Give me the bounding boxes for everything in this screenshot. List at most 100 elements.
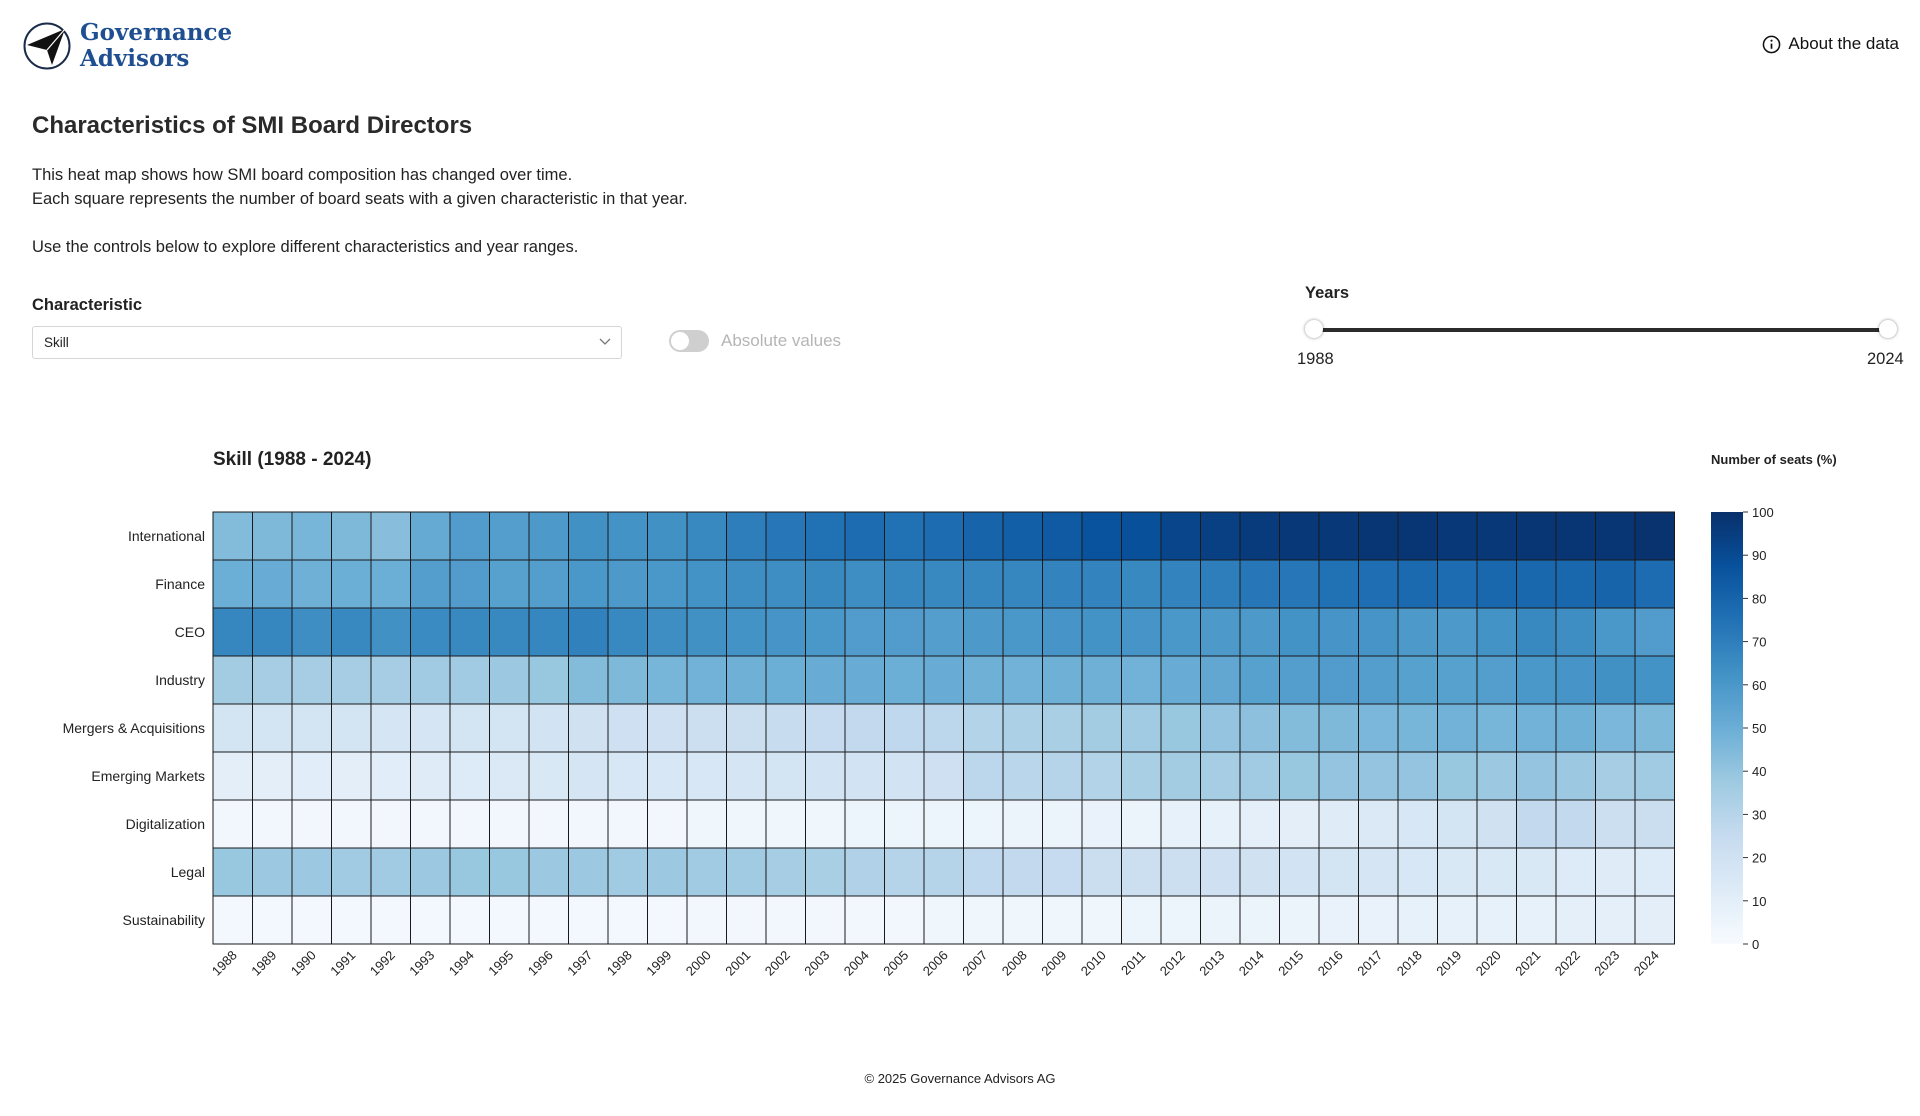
heatmap-cell: Legal 2024: 13 (1634, 847, 1675, 897)
heatmap-cell: International 2003: 75 (805, 511, 846, 561)
y-tick-label: International (128, 528, 205, 544)
heatmap-cell: Digitalization 1996: 3 (528, 799, 569, 849)
heatmap-cell: International 1997: 63 (568, 511, 609, 561)
description-line-2: Each square represents the number of boa… (32, 190, 688, 208)
x-tick-label: 2016 (1315, 948, 1346, 979)
heatmap-cell: International 2022: 98 (1555, 511, 1596, 561)
about-the-data-link[interactable]: About the data (1762, 34, 1899, 54)
y-tick-label: Mergers & Acquisitions (63, 720, 205, 736)
heatmap-cell: Legal 1996: 38 (528, 847, 569, 897)
heatmap-cell: Emerging Markets 2012: 36 (1160, 751, 1201, 801)
heatmap-cell: Emerging Markets 2019: 39 (1437, 751, 1478, 801)
heatmap-cell: Mergers & Acquisitions 2024: 45 (1634, 703, 1675, 753)
heatmap-cell: International 2021: 98 (1516, 511, 1557, 561)
year-start-handle[interactable] (1305, 320, 1323, 338)
heatmap-cell: Legal 1999: 38 (647, 847, 688, 897)
chevron-down-icon (599, 338, 611, 345)
heatmap-cell: Digitalization 2013: 8 (1200, 799, 1241, 849)
heatmap-cell: Emerging Markets 2010: 31 (1081, 751, 1122, 801)
heatmap-cell: Legal 2021: 15 (1516, 847, 1557, 897)
page-header: Governance Advisors About the data (0, 0, 1920, 92)
heatmap-cell: Industry 1994: 37 (449, 655, 490, 705)
heatmap-cell: Digitalization 2006: 5 (923, 799, 964, 849)
heatmap-cell: Digitalization 2011: 6 (1121, 799, 1162, 849)
heatmap-cell: Finance 2009: 68 (1042, 559, 1083, 609)
heatmap-cell: CEO 1992: 63 (370, 607, 411, 657)
year-range-track[interactable] (1314, 328, 1888, 332)
heatmap-cell: Finance 2020: 79 (1476, 559, 1517, 609)
heatmap-cell: International 2007: 80 (963, 511, 1004, 561)
heatmap-cell: Finance 2016: 75 (1318, 559, 1359, 609)
x-tick-label: 1995 (485, 948, 516, 979)
heatmap-cell: Finance 2010: 68 (1081, 559, 1122, 609)
heatmap-cell: Industry 2004: 51 (844, 655, 885, 705)
heatmap-cell: Sustainability 2008: 4 (1002, 895, 1043, 945)
heatmap-cell: Emerging Markets 1996: 15 (528, 751, 569, 801)
heatmap-cell: Sustainability 2015: 6 (1279, 895, 1320, 945)
heatmap-cell: CEO 2021: 66 (1516, 607, 1557, 657)
heatmap-cell: Industry 2022: 61 (1555, 655, 1596, 705)
description-line-3: Use the controls below to explore differ… (32, 238, 579, 256)
heatmap-cell: Legal 1997: 38 (568, 847, 609, 897)
heatmap-cell: Sustainability 2018: 8 (1397, 895, 1438, 945)
x-tick-label: 2022 (1552, 948, 1583, 979)
heatmap-cell: Mergers & Acquisitions 1991: 18 (331, 703, 372, 753)
absolute-values-toggle[interactable] (669, 330, 709, 352)
heatmap-cell: Legal 2022: 13 (1555, 847, 1596, 897)
heatmap-cell: CEO 2023: 60 (1595, 607, 1636, 657)
heatmap-cell: Mergers & Acquisitions 2020: 47 (1476, 703, 1517, 753)
x-tick-label: 1989 (248, 948, 279, 979)
heatmap-cell: Mergers & Acquisitions 2022: 49 (1555, 703, 1596, 753)
y-tick-label: Industry (155, 672, 205, 688)
heatmap-cell: Emerging Markets 1997: 17 (568, 751, 609, 801)
logo[interactable]: Governance Advisors (22, 20, 232, 72)
description-line-1: This heat map shows how SMI board compos… (32, 166, 573, 184)
characteristic-select[interactable]: Skill (32, 326, 622, 359)
heatmap-cell: Sustainability 1991: 2 (331, 895, 372, 945)
heatmap-cell: Digitalization 2001: 4 (726, 799, 767, 849)
heatmap-cell: International 2017: 98 (1358, 511, 1399, 561)
heatmap-cell: Industry 2005: 50 (884, 655, 925, 705)
heatmap-cell: International 1996: 59 (528, 511, 569, 561)
heatmap-cell: Digitalization 2015: 10 (1279, 799, 1320, 849)
heatmap-cell: Industry 1993: 37 (410, 655, 451, 705)
heatmap-cell: Mergers & Acquisitions 1995: 18 (489, 703, 530, 753)
heatmap-cell: Sustainability 1993: 2 (410, 895, 451, 945)
heatmap-cell: Digitalization 2018: 16 (1397, 799, 1438, 849)
heatmap-cell: Finance 2022: 79 (1555, 559, 1596, 609)
heatmap-cell: Legal 2009: 25 (1042, 847, 1083, 897)
heatmap-cell: CEO 2020: 62 (1476, 607, 1517, 657)
x-tick-label: 1998 (604, 948, 635, 979)
heatmap-cell: International 1990: 47 (291, 511, 332, 561)
characteristic-label: Characteristic (32, 296, 143, 314)
heatmap-cell: Sustainability 2001: 3 (726, 895, 767, 945)
heatmap-cell: Industry 1988: 36 (212, 655, 253, 705)
heatmap-cell: Digitalization 2002: 4 (765, 799, 806, 849)
heatmap-cell: Mergers & Acquisitions 2021: 48 (1516, 703, 1557, 753)
heatmap-cell: CEO 1990: 64 (291, 607, 332, 657)
heatmap-cell: Sustainability 2009: 4 (1042, 895, 1083, 945)
legend-tick-label: 20 (1752, 851, 1766, 866)
heatmap-cell: International 1999: 63 (647, 511, 688, 561)
heatmap-cell: CEO 2017: 61 (1358, 607, 1399, 657)
x-tick-label: 2018 (1394, 948, 1425, 979)
legend-tick-label: 90 (1752, 548, 1766, 563)
heatmap-cell: Industry 2021: 60 (1516, 655, 1557, 705)
heatmap-cell: Digitalization 1991: 3 (331, 799, 372, 849)
heatmap-cell: Emerging Markets 2021: 40 (1516, 751, 1557, 801)
heatmap-cell: Sustainability 1996: 2 (528, 895, 569, 945)
x-tick-label: 2006 (920, 948, 951, 979)
year-end-handle[interactable] (1879, 320, 1897, 338)
heatmap-cell: Legal 2019: 15 (1437, 847, 1478, 897)
heatmap-cell: Mergers & Acquisitions 2012: 39 (1160, 703, 1201, 753)
heatmap-cell: Mergers & Acquisitions 1999: 21 (647, 703, 688, 753)
heatmap-cell: CEO 2019: 59 (1437, 607, 1478, 657)
heatmap-cell: Emerging Markets 2014: 37 (1239, 751, 1280, 801)
heatmap-cell: Legal 1989: 38 (252, 847, 293, 897)
heatmap-cell: Finance 1989: 51 (252, 559, 293, 609)
heatmap-cell: Industry 2009: 49 (1042, 655, 1083, 705)
heatmap-cell: International 2001: 70 (726, 511, 767, 561)
heatmap-cell: Finance 1992: 50 (370, 559, 411, 609)
heatmap-cell: Sustainability 1998: 2 (607, 895, 648, 945)
page-description: This heat map shows how SMI board compos… (32, 163, 688, 259)
